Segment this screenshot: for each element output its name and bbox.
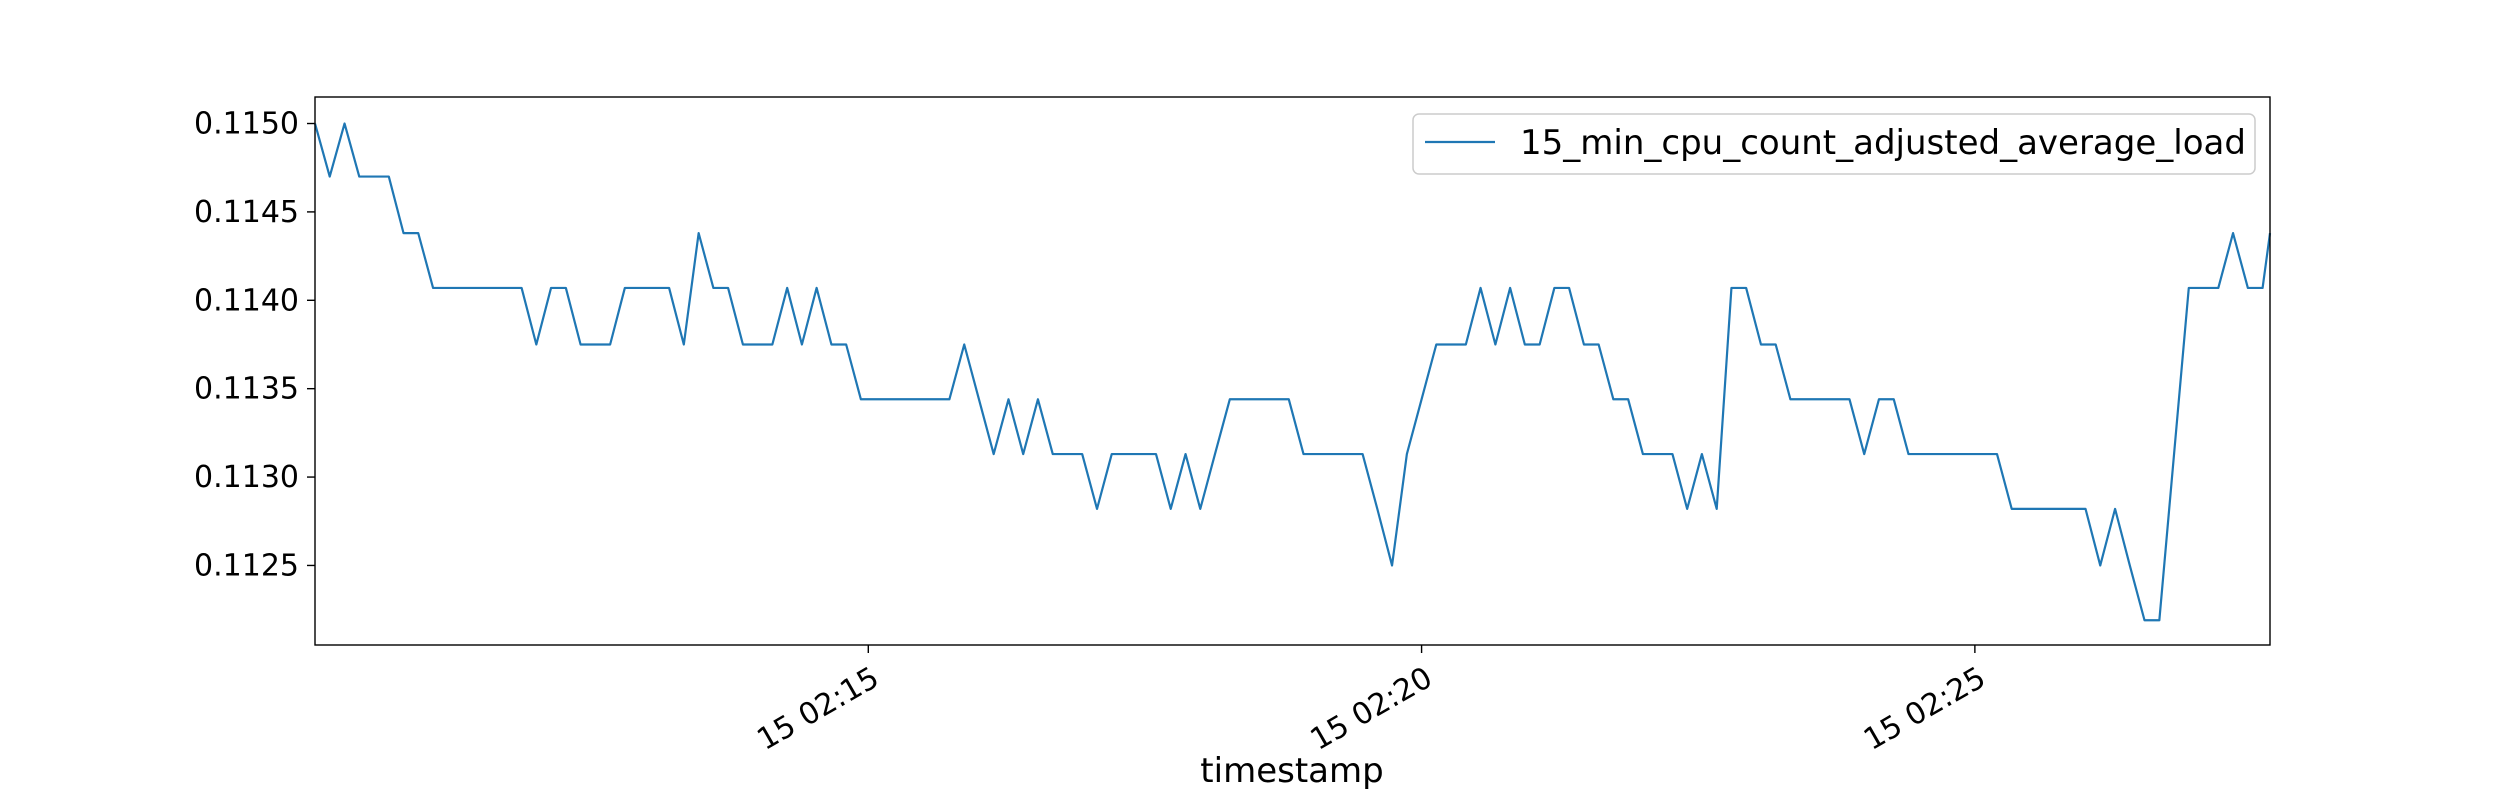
y-tick-label: 0.1150 xyxy=(194,107,299,142)
legend: 15_min_cpu_count_adjusted_average_load xyxy=(1412,113,2256,175)
x-tick-label: 15 02:15 xyxy=(751,660,885,757)
y-tick-label: 0.1125 xyxy=(194,548,299,583)
y-tick-label: 0.1140 xyxy=(194,283,299,318)
x-axis-title: timestamp xyxy=(1200,751,1383,791)
y-tick-label: 0.1145 xyxy=(194,195,299,230)
series-line-15-min-cpu-load xyxy=(313,122,2272,622)
legend-label: 15_min_cpu_count_adjusted_average_load xyxy=(1520,123,2246,163)
y-tick-label: 0.1130 xyxy=(194,460,299,495)
x-tick-label: 15 02:20 xyxy=(1305,660,1439,757)
plot-background xyxy=(315,97,2270,645)
y-axis: 0.1125 0.1130 0.1135 0.1140 0.1145 0.1150 xyxy=(194,107,315,583)
legend-box xyxy=(1412,113,2256,175)
y-tick-label: 0.1135 xyxy=(194,372,299,407)
x-tick-label: 15 02:25 xyxy=(1858,660,1992,757)
x-axis: 15 02:15 15 02:20 15 02:25 xyxy=(751,645,1992,758)
plot-frame xyxy=(314,96,2271,646)
